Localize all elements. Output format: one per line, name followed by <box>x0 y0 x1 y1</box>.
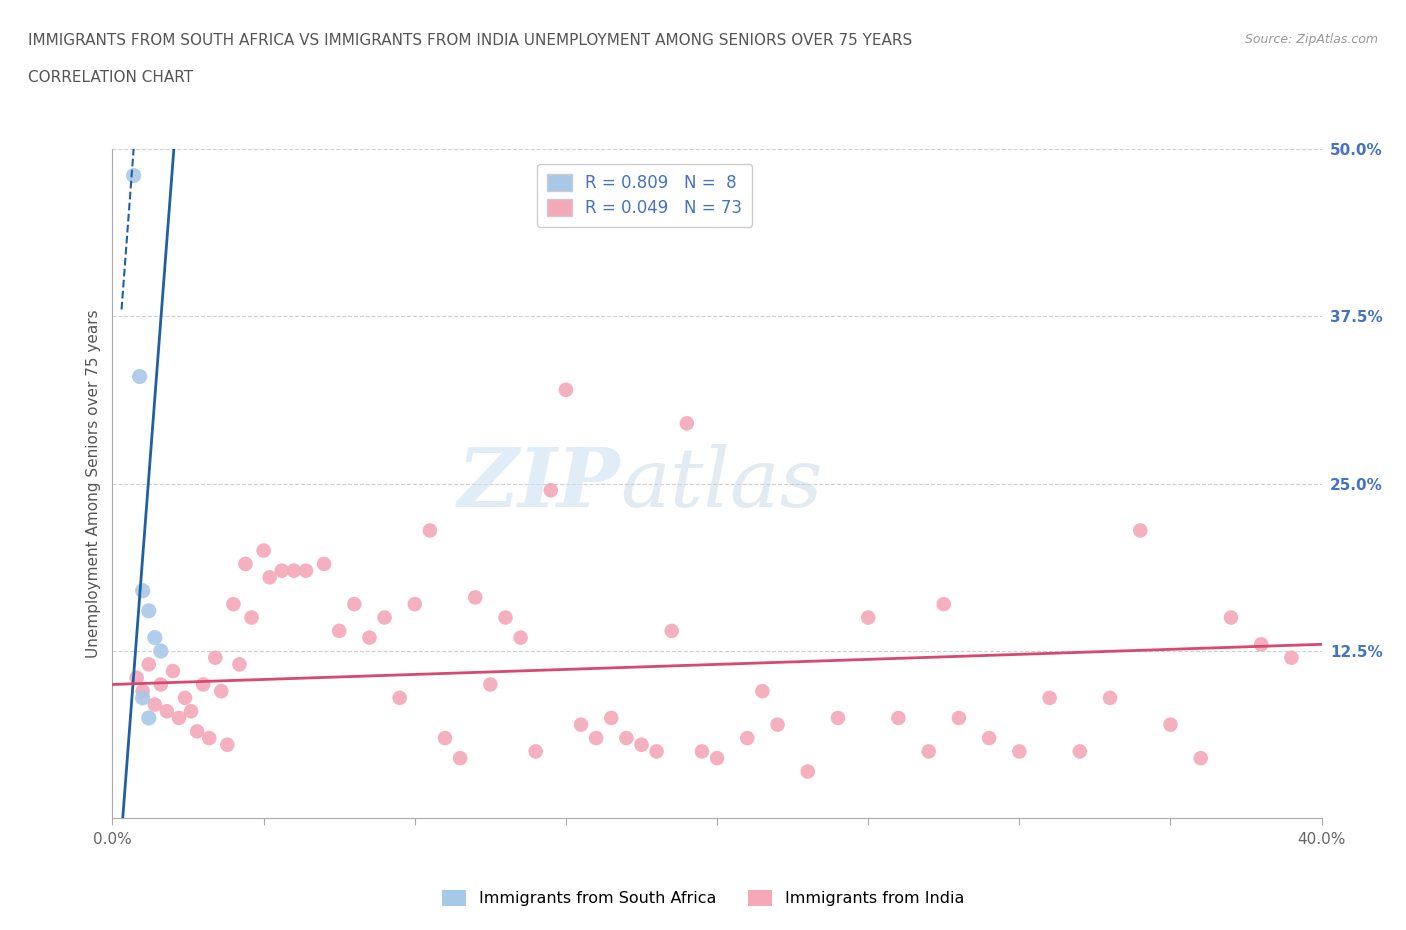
Point <box>796 764 818 779</box>
Point <box>1279 650 1302 665</box>
Point <box>419 523 441 538</box>
Point <box>464 590 486 604</box>
Point <box>180 704 202 719</box>
Point <box>661 623 683 638</box>
Point <box>174 690 197 705</box>
Point <box>569 717 592 732</box>
Point <box>706 751 728 765</box>
Point <box>737 731 759 746</box>
Point <box>630 737 652 752</box>
Point <box>240 610 263 625</box>
Point <box>295 564 318 578</box>
Point <box>167 711 190 725</box>
Point <box>1038 690 1062 705</box>
Point <box>675 416 697 431</box>
Point <box>1189 751 1212 765</box>
Point <box>616 731 638 746</box>
Point <box>132 583 155 598</box>
Point <box>235 556 257 571</box>
Point <box>143 698 166 712</box>
Legend: Immigrants from South Africa, Immigrants from India: Immigrants from South Africa, Immigrants… <box>436 884 970 912</box>
Point <box>191 677 214 692</box>
Point <box>524 744 547 759</box>
Point <box>479 677 502 692</box>
Point <box>204 650 226 665</box>
Point <box>1159 717 1181 732</box>
Point <box>1250 637 1272 652</box>
Legend: R = 0.809   N =  8, R = 0.049   N = 73: R = 0.809 N = 8, R = 0.049 N = 73 <box>537 164 752 227</box>
Point <box>149 677 172 692</box>
Text: IMMIGRANTS FROM SOUTH AFRICA VS IMMIGRANTS FROM INDIA UNEMPLOYMENT AMONG SENIORS: IMMIGRANTS FROM SOUTH AFRICA VS IMMIGRAN… <box>28 33 912 47</box>
Point <box>138 604 160 618</box>
Point <box>766 717 789 732</box>
Point <box>449 751 471 765</box>
Point <box>856 610 880 625</box>
Point <box>259 570 281 585</box>
Point <box>600 711 623 725</box>
Point <box>156 704 179 719</box>
Point <box>495 610 517 625</box>
Point <box>1220 610 1243 625</box>
Point <box>128 369 150 384</box>
Point <box>948 711 970 725</box>
Point <box>932 597 955 612</box>
Y-axis label: Unemployment Among Seniors over 75 years: Unemployment Among Seniors over 75 years <box>86 310 101 658</box>
Point <box>827 711 849 725</box>
Point <box>343 597 366 612</box>
Point <box>433 731 456 746</box>
Point <box>270 564 292 578</box>
Point <box>222 597 245 612</box>
Point <box>404 597 426 612</box>
Point <box>509 631 531 645</box>
Point <box>359 631 381 645</box>
Point <box>1069 744 1091 759</box>
Point <box>138 711 160 725</box>
Point <box>132 684 155 698</box>
Point <box>217 737 239 752</box>
Point <box>209 684 232 698</box>
Point <box>1129 523 1152 538</box>
Point <box>887 711 910 725</box>
Point <box>314 556 336 571</box>
Point <box>132 690 155 705</box>
Text: atlas: atlas <box>620 444 823 524</box>
Point <box>186 724 208 738</box>
Point <box>918 744 941 759</box>
Point <box>228 657 250 671</box>
Text: CORRELATION CHART: CORRELATION CHART <box>28 70 193 85</box>
Point <box>198 731 221 746</box>
Point <box>374 610 396 625</box>
Point <box>1008 744 1031 759</box>
Point <box>751 684 773 698</box>
Point <box>1098 690 1121 705</box>
Point <box>125 671 148 685</box>
Point <box>122 168 145 183</box>
Text: Source: ZipAtlas.com: Source: ZipAtlas.com <box>1244 33 1378 46</box>
Point <box>162 664 184 679</box>
Point <box>149 644 172 658</box>
Point <box>554 382 576 397</box>
Point <box>283 564 305 578</box>
Point <box>143 631 166 645</box>
Point <box>690 744 713 759</box>
Point <box>253 543 276 558</box>
Point <box>388 690 411 705</box>
Point <box>585 731 607 746</box>
Point <box>540 483 562 498</box>
Point <box>977 731 1000 746</box>
Text: ZIP: ZIP <box>458 444 620 524</box>
Point <box>645 744 668 759</box>
Point <box>138 657 160 671</box>
Point <box>328 623 350 638</box>
